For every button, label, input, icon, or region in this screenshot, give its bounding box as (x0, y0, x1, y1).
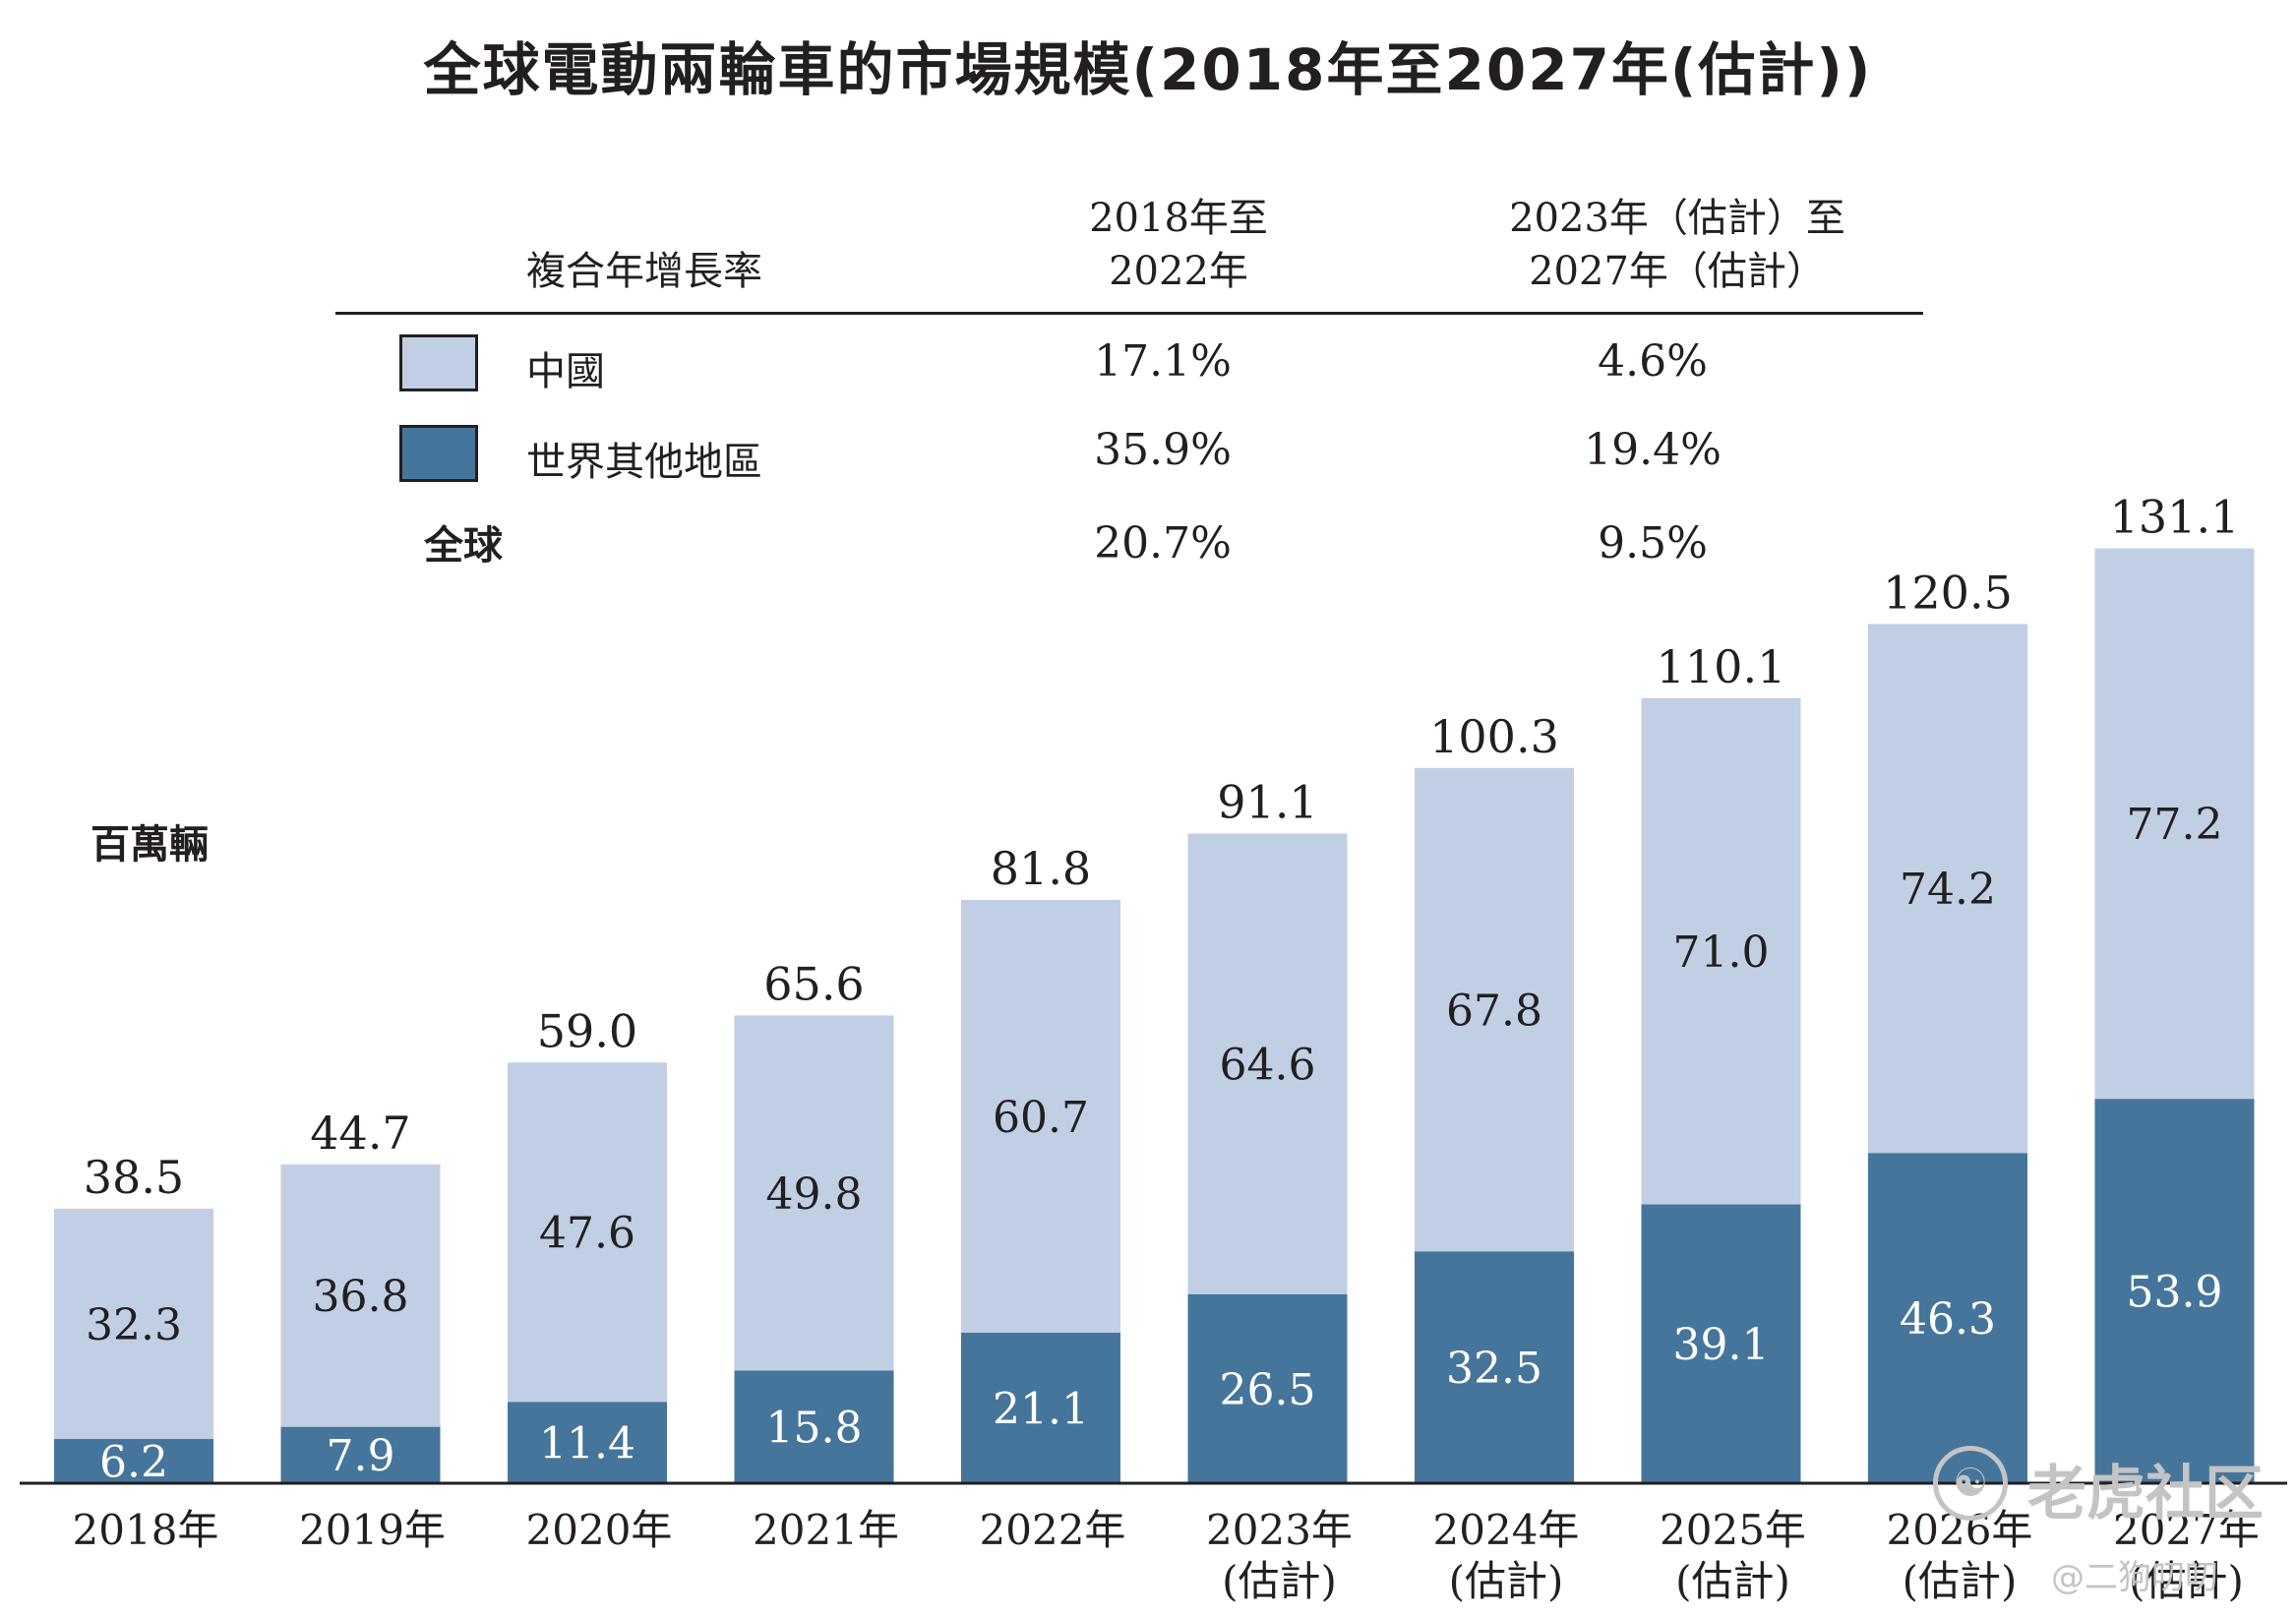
data-label-total: 100.3 (1429, 710, 1559, 763)
data-label-rest-of-world: 32.5 (1446, 1344, 1542, 1394)
cagr-value: 4.6% (1598, 336, 1708, 387)
data-label-china: 77.2 (2127, 800, 2223, 850)
data-label-total: 110.1 (1657, 640, 1786, 693)
bar-segment-china (1868, 624, 2027, 1154)
data-label-china: 36.8 (313, 1272, 409, 1322)
x-tick-label: 2018年 (73, 1506, 219, 1554)
legend-label-rest-of-world: 世界其他地區 (526, 440, 762, 485)
legend-label-global: 全球 (424, 523, 503, 569)
cagr-value: 35.9% (1094, 425, 1232, 475)
bar-segment-rest-of-world (1415, 1251, 1574, 1483)
cagr-value: 17.1% (1094, 336, 1232, 387)
x-tick-label: 2027年 (2113, 1506, 2260, 1554)
cagr-value: 20.7% (1094, 518, 1232, 569)
data-label-rest-of-world: 21.1 (993, 1384, 1089, 1434)
bar-segment-china (2094, 548, 2255, 1100)
cagr-column-header-line: 2022年 (1109, 249, 1248, 294)
chart-title: 全球電動兩輪車的市場規模(2018年至2027年(估計)) (423, 36, 1873, 103)
bar-segment-rest-of-world (508, 1402, 667, 1483)
data-label-rest-of-world: 11.4 (539, 1419, 635, 1469)
bar-segment-rest-of-world (1187, 1293, 1348, 1483)
data-label-total: 38.5 (84, 1151, 184, 1204)
x-tick-label: 2025年 (1660, 1506, 1806, 1554)
cagr-column-header-line: 2018年至 (1089, 196, 1268, 241)
data-label-china: 64.6 (1220, 1041, 1316, 1091)
x-tick-label: (估計) (1903, 1557, 2018, 1605)
unit-label: 百萬輛 (91, 822, 209, 868)
data-label-china: 49.8 (766, 1169, 863, 1220)
data-label-china: 60.7 (993, 1093, 1089, 1143)
x-tick-label: (估計) (1222, 1557, 1337, 1605)
cagr-value: 9.5% (1598, 518, 1708, 569)
bar-segment-china (1187, 833, 1348, 1294)
data-label-total: 65.6 (763, 957, 864, 1010)
data-label-china: 67.8 (1446, 986, 1542, 1036)
x-tick-label: 2019年 (299, 1506, 446, 1554)
x-tick-label: (估計) (2129, 1557, 2244, 1605)
data-label-total: 131.1 (2110, 491, 2240, 544)
bar-segment-rest-of-world (280, 1426, 441, 1483)
bar-segment-china (54, 1208, 213, 1440)
data-label-total: 120.5 (1883, 566, 2013, 619)
bar-segment-china (508, 1062, 667, 1403)
legend-swatch-rest-of-world (399, 425, 478, 482)
cagr-column-header-line: 2027年（估計） (1529, 249, 1826, 294)
watermark-handle: @二狗叨叨 (2051, 1558, 2218, 1597)
bar-segment-china (961, 899, 1120, 1334)
data-label-rest-of-world: 53.9 (2127, 1267, 2223, 1317)
bar-segment-rest-of-world (54, 1439, 213, 1483)
data-label-total: 91.1 (1217, 776, 1317, 829)
data-label-china: 71.0 (1673, 928, 1770, 978)
data-label-rest-of-world: 46.3 (1900, 1294, 1996, 1345)
bar-segment-china (734, 1015, 894, 1371)
x-tick-label: 2021年 (753, 1506, 899, 1554)
bar-segment-rest-of-world (961, 1333, 1120, 1483)
x-tick-label: 2023年 (1206, 1506, 1353, 1554)
cagr-table-rule (335, 312, 1923, 315)
x-tick-label: (估計) (1675, 1557, 1790, 1605)
data-label-china: 74.2 (1900, 865, 1996, 915)
x-tick-label: (估計) (1449, 1557, 1564, 1605)
data-label-rest-of-world: 39.1 (1673, 1320, 1770, 1370)
bar-segment-rest-of-world (734, 1370, 894, 1483)
watermark-name: 老虎社区 (2027, 1460, 2264, 1528)
data-label-china: 47.6 (539, 1209, 635, 1259)
x-tick-label: 2020年 (526, 1506, 673, 1554)
x-tick-label: 2022年 (980, 1506, 1126, 1554)
tiger-community-logo-icon: ☯ (1933, 1446, 2008, 1521)
data-label-total: 59.0 (537, 1004, 637, 1057)
cagr-value: 19.4% (1584, 425, 1722, 475)
data-label-total: 44.7 (310, 1107, 410, 1160)
data-label-rest-of-world: 15.8 (766, 1404, 863, 1454)
data-label-rest-of-world: 7.9 (327, 1431, 395, 1481)
data-label-total: 81.8 (991, 842, 1091, 895)
x-tick-label: 2024年 (1433, 1506, 1580, 1554)
cagr-column-header-line: 2023年（估計）至 (1509, 196, 1845, 241)
data-label-china: 32.3 (86, 1300, 182, 1350)
legend-swatch-china (399, 334, 478, 391)
bar-segment-china (280, 1164, 441, 1427)
data-label-rest-of-world: 6.2 (99, 1437, 168, 1487)
bar-segment-china (1641, 697, 1801, 1205)
cagr-table-heading: 複合年增長率 (526, 249, 762, 294)
cagr-column-header-2023-2027: 2023年（估計）至 2027年（估計） (1471, 192, 1884, 298)
cagr-column-header-2018-2022: 2018年至 2022年 (972, 192, 1385, 298)
bar-segment-china (1415, 767, 1574, 1252)
data-label-rest-of-world: 26.5 (1220, 1365, 1316, 1415)
bar-segment-rest-of-world (1641, 1204, 1801, 1483)
bar-segment-rest-of-world (2094, 1099, 2255, 1483)
legend-label-china: 中國 (526, 349, 605, 394)
bar-segment-rest-of-world (1868, 1153, 2027, 1483)
